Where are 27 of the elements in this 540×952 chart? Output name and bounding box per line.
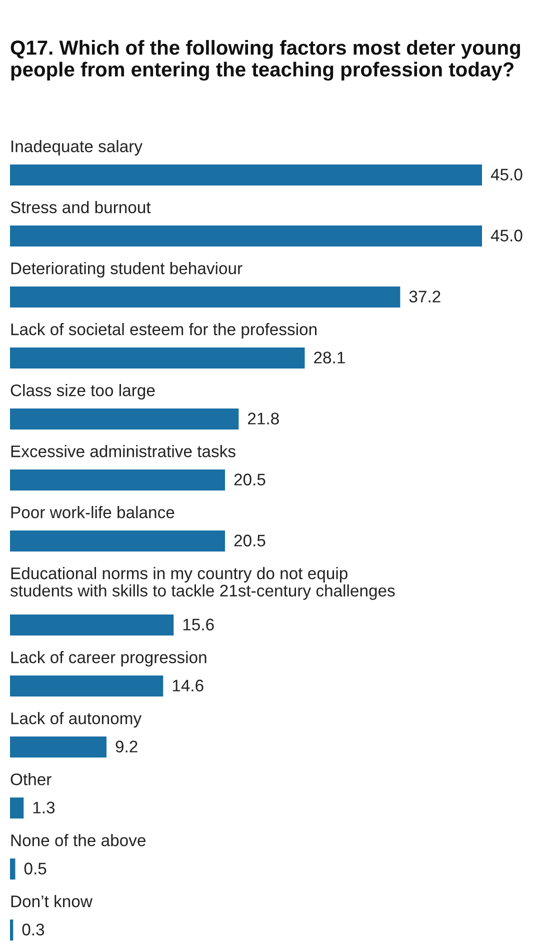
data-label: 15.6	[183, 618, 214, 630]
y-tick-label: Lack of career progression	[11, 651, 206, 667]
y-tick-label: Poor work-life balance	[11, 506, 174, 518]
y-tick-label: Educational norms in my country do not equip students with skills to tackle 21st-century challenges	[10, 567, 395, 600]
data-label: 28.1	[314, 352, 345, 364]
data-label: 20.5	[234, 534, 266, 546]
y-tick-label: Deteriorating student behaviour	[11, 262, 242, 278]
y-tick-label: Lack of autonomy	[11, 712, 142, 728]
y-tick-label: Lack of societal esteem for the profession	[11, 323, 316, 339]
data-label: 21.8	[248, 412, 279, 424]
y-tick-label: Class size too large	[10, 384, 155, 400]
y-tick-label: Other	[10, 773, 52, 786]
data-label: 0.3	[22, 924, 44, 936]
data-label: 0.5	[24, 862, 46, 874]
y-tick-label: None of the above	[11, 834, 146, 846]
data-label: 14.6	[172, 680, 204, 692]
data-label: 37.2	[409, 290, 440, 302]
data-label: 45.0	[490, 230, 522, 242]
y-tick-label: Excessive administrative tasks	[11, 445, 236, 458]
chart-title: Q17. Which of the following factors most deter young people from entering the teaching profession today?	[10, 40, 520, 81]
y-tick-label: Don’t know	[11, 895, 92, 908]
data-label: 20.5	[234, 474, 266, 486]
data-label: 1.3	[33, 802, 55, 814]
y-tick-label: Stress and burnout	[10, 201, 151, 214]
y-tick-label: Inadequate salary	[12, 140, 142, 156]
data-label: 45.0	[490, 168, 522, 180]
data-label: 9.2	[116, 740, 138, 752]
